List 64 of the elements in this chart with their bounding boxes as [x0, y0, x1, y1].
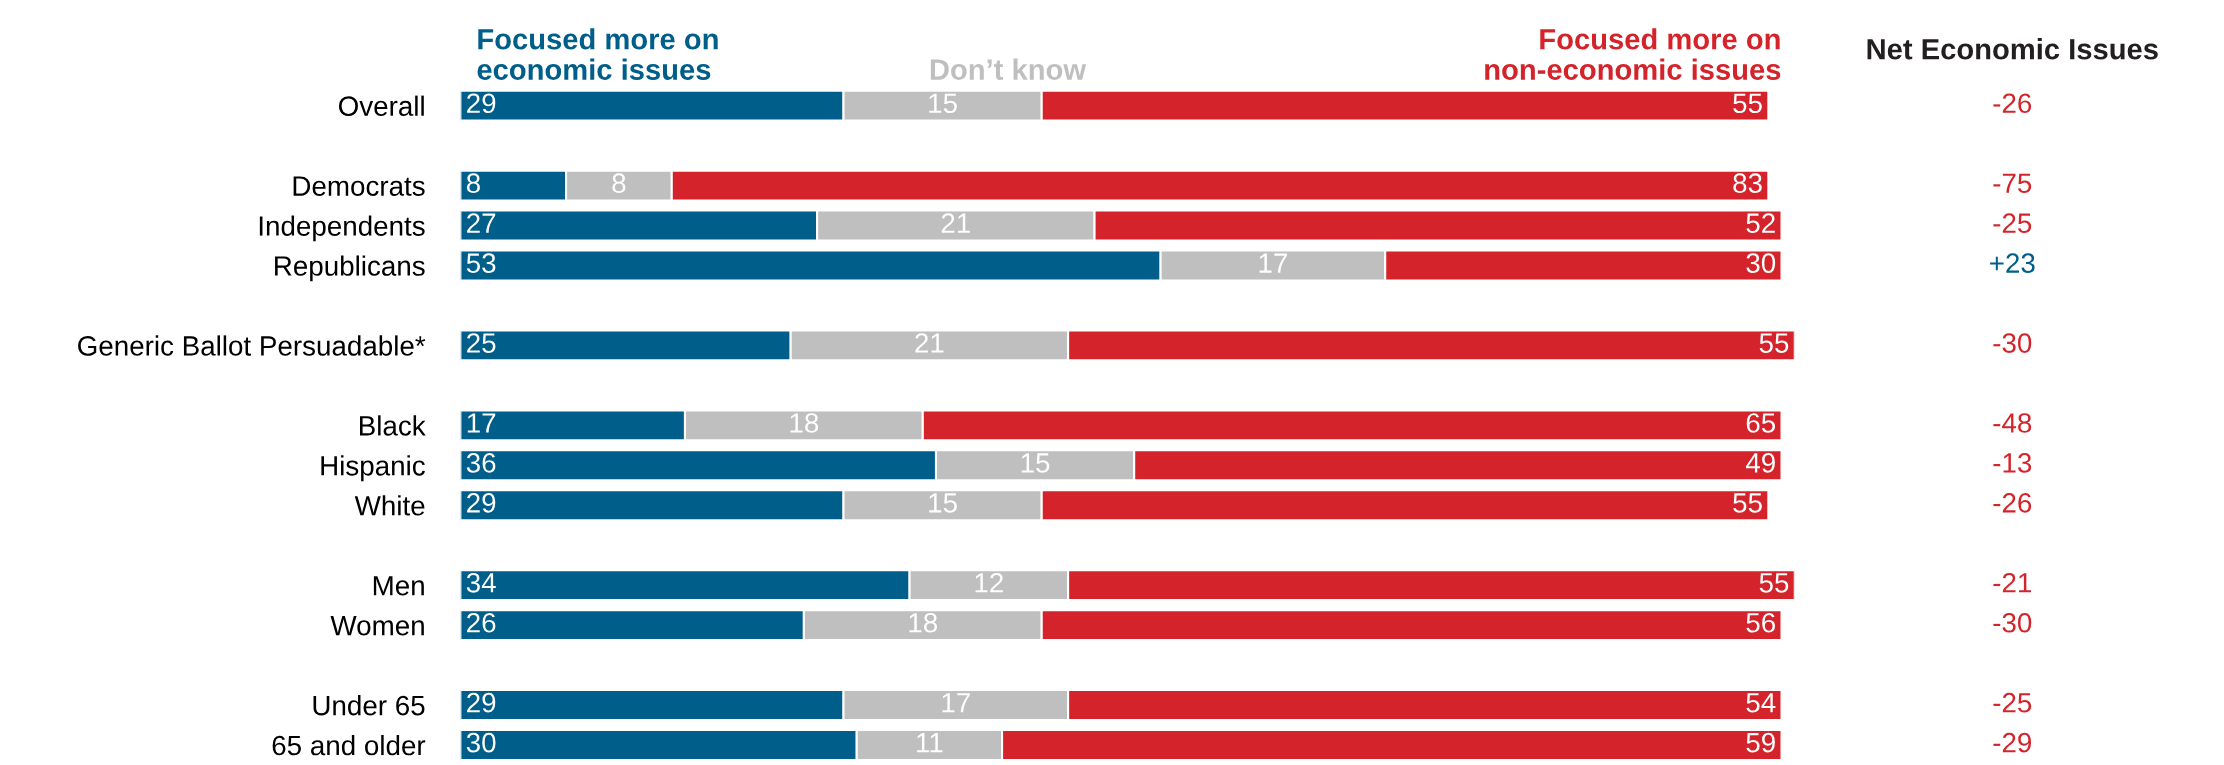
y-tick-label: Republicans — [275, 255, 425, 282]
y-tick-label: Overall — [338, 95, 424, 116]
text: -75 — [1993, 173, 2032, 194]
data-label: 54 — [1746, 693, 1776, 713]
text: -25 — [1993, 692, 2032, 713]
data-label: 15 — [1021, 453, 1050, 473]
data-label: 55 — [1759, 573, 1789, 593]
data-label: 59 — [1746, 732, 1775, 753]
data-label: 55 — [1759, 333, 1789, 353]
text: -30 — [1993, 333, 2032, 353]
series-label: Don’t know — [930, 58, 1087, 80]
data-label: 36 — [466, 453, 496, 473]
data-label: 26 — [467, 612, 496, 633]
y-tick-label: Men — [373, 576, 424, 596]
data-label: 12 — [975, 572, 1003, 593]
text: -13 — [1993, 453, 2032, 473]
y-tick-label: Generic Ballot Persuadable* — [78, 335, 426, 356]
data-label: 29 — [467, 93, 496, 114]
data-label: 29 — [467, 692, 496, 713]
data-label: 30 — [1746, 253, 1776, 273]
data-label: 17 — [942, 693, 970, 713]
series-label: Focused more on economic issues — [477, 28, 718, 80]
y-tick-label: Women — [330, 616, 424, 636]
data-label: 18 — [790, 413, 819, 433]
data-label: 11 — [917, 733, 943, 753]
text: +23 — [1990, 253, 2035, 273]
text: -21 — [1993, 572, 2031, 593]
data-label: 15 — [929, 93, 957, 114]
text: -30 — [1993, 612, 2032, 633]
data-label: 29 — [467, 493, 496, 513]
data-label: 30 — [466, 732, 496, 753]
data-label: 21 — [915, 333, 944, 353]
y-tick-label: 65 and older — [272, 734, 426, 756]
text: -26 — [1993, 93, 2032, 114]
data-label: 83 — [1733, 173, 1762, 194]
y-tick-label: Independents — [259, 215, 425, 242]
data-label: 34 — [466, 572, 496, 593]
data-label: 15 — [929, 493, 957, 513]
data-label: 53 — [466, 253, 496, 273]
y-tick-label: Black — [360, 415, 426, 436]
data-label: 8 — [612, 173, 626, 194]
y-tick-label: Democrats — [293, 176, 425, 196]
y-tick-label: Hispanic — [321, 455, 425, 482]
data-label: 18 — [909, 612, 938, 633]
data-label: 27 — [467, 213, 496, 233]
y-tick-label: Under 65 — [313, 694, 425, 716]
data-label: 52 — [1746, 213, 1775, 233]
text: -29 — [1993, 732, 2032, 753]
data-label: 65 — [1746, 413, 1776, 433]
series-label: Focused more on non-economic issues — [1485, 28, 1781, 80]
data-label: 21 — [941, 213, 970, 233]
data-label: 55 — [1733, 493, 1762, 513]
data-label: 17 — [1259, 253, 1287, 273]
data-label: 8 — [466, 173, 480, 194]
y-tick-label: White — [354, 495, 425, 516]
data-label: 25 — [467, 333, 496, 353]
text: -26 — [1993, 493, 2032, 513]
data-label: 55 — [1733, 93, 1762, 114]
text: Net Economic Issues — [1867, 38, 2158, 60]
data-label: 49 — [1745, 453, 1775, 473]
data-label: 56 — [1746, 612, 1775, 633]
text: -48 — [1993, 413, 2032, 433]
text: -25 — [1993, 213, 2032, 233]
data-label: 17 — [467, 413, 496, 433]
